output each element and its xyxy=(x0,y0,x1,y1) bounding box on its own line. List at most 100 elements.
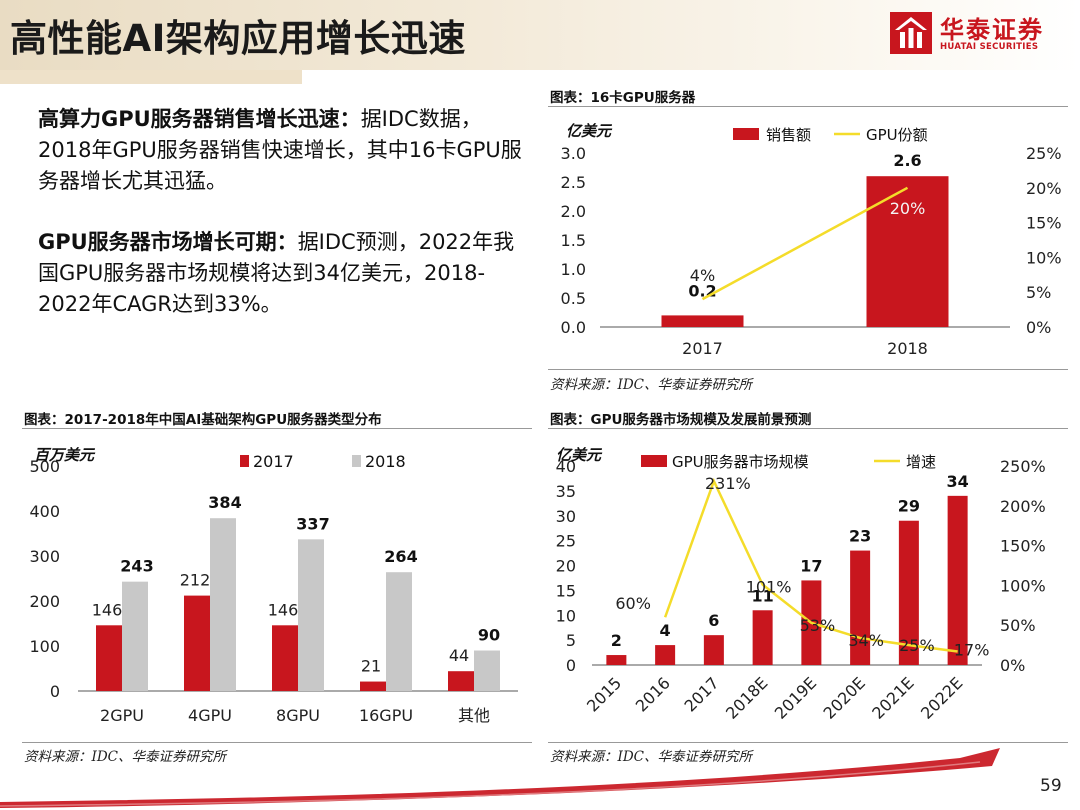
chart2-bar-2018 xyxy=(298,539,324,691)
chart2-caption: 图表：2017-2018年中国AI基础架构GPU服务器类型分布 xyxy=(24,412,382,428)
chart2-x-tick: 16GPU xyxy=(359,706,413,725)
chart3-bar-label: 4 xyxy=(660,621,671,640)
chart2-y-tick: 200 xyxy=(29,592,60,611)
chart1-y-tick: 3.0 xyxy=(561,144,586,163)
chart1-legend-label-sales: 销售额 xyxy=(766,126,811,144)
chart3-y-tick: 10 xyxy=(556,606,576,625)
chart2-bar-label-2018: 384 xyxy=(208,493,241,512)
huatai-logo-icon xyxy=(890,12,932,54)
chart2-bar-2018 xyxy=(210,518,236,691)
chart1-y2-tick: 15% xyxy=(1026,214,1062,233)
chart3-line-label: 101% xyxy=(746,578,792,597)
chart3-bar xyxy=(898,520,919,665)
chart3-legend-label-growth: 增速 xyxy=(906,453,936,471)
chart2-x-tick: 其他 xyxy=(458,706,490,725)
chart3-y2-tick: 50% xyxy=(1000,616,1036,635)
chart3-bar xyxy=(606,655,627,665)
chart3-bar xyxy=(947,495,968,665)
page-number: 59 xyxy=(1040,776,1062,796)
chart1-y-tick: 1.0 xyxy=(561,260,586,279)
chart3-top-rule xyxy=(548,428,1068,429)
chart3-bar-label: 34 xyxy=(946,472,968,491)
chart2-y-tick: 300 xyxy=(29,547,60,566)
chart3-bar xyxy=(752,610,773,665)
chart3-bar-label: 17 xyxy=(800,556,822,575)
chart3-line-label: 34% xyxy=(848,631,884,650)
chart3-x-tick: 2022E xyxy=(917,673,966,722)
chart2-x-tick: 4GPU xyxy=(188,706,232,725)
decorative-swoosh xyxy=(0,748,1000,808)
chart3-x-tick: 2020E xyxy=(820,673,869,722)
chart3-bar-label: 2 xyxy=(611,631,622,650)
chart1-line-label: 20% xyxy=(890,199,926,218)
chart1-bottom-rule xyxy=(548,369,1068,370)
chart3-y-unit: 亿美元 xyxy=(556,446,603,464)
chart3-source: 资料来源：IDC、华泰证券研究所 xyxy=(550,749,752,765)
chart3-bar-label: 11 xyxy=(751,586,773,605)
chart3-bar xyxy=(703,635,724,665)
chart1-y2-tick: 25% xyxy=(1026,144,1062,163)
chart3-y2-tick: 150% xyxy=(1000,537,1046,556)
paragraph-gpu-market: GPU服务器市场增长可期：据IDC预测，2022年我国GPU服务器市场规模将达到… xyxy=(38,227,528,320)
chart2-bar-label-2017: 21 xyxy=(361,657,381,676)
chart3-bottom-rule xyxy=(548,742,1068,743)
chart2-legend-label-2018: 2018 xyxy=(365,452,406,471)
chart3-y-tick: 15 xyxy=(556,581,576,600)
chart3-line-label: 231% xyxy=(705,474,751,493)
chart1-y-unit: 亿美元 xyxy=(566,122,613,140)
chart3-x-tick: 2021E xyxy=(868,673,917,722)
chart1-bar xyxy=(661,315,744,327)
chart3-growth-line xyxy=(663,477,958,653)
chart3-x-tick: 2017 xyxy=(680,673,722,715)
chart1-y-tick: 0.0 xyxy=(561,318,586,337)
chart3-y2-tick: 0% xyxy=(1000,656,1025,675)
chart2-source: 资料来源：IDC、华泰证券研究所 xyxy=(24,749,226,765)
chart2-top-rule xyxy=(22,428,532,429)
chart1-y-tick: 1.5 xyxy=(561,231,586,250)
chart1-line-label: 4% xyxy=(690,266,715,285)
chart1-x-tick: 2018 xyxy=(887,339,928,358)
chart3-bar xyxy=(655,645,676,665)
chart1-y2-tick: 10% xyxy=(1026,248,1062,267)
chart2-y-unit: 百万美元 xyxy=(34,446,96,464)
chart3-line-label: 53% xyxy=(800,616,836,635)
chart2-y-tick: 400 xyxy=(29,502,60,521)
chart2-bar-2017 xyxy=(448,671,474,691)
chart2-bottom-rule xyxy=(22,742,532,743)
chart2-bar-2017 xyxy=(360,681,386,691)
chart2-legend-swatch-2017 xyxy=(240,455,249,467)
chart3-y-tick: 40 xyxy=(556,457,576,476)
chart3-y-tick: 25 xyxy=(556,532,576,551)
chart2-bar-2018 xyxy=(474,650,500,691)
paragraph-gpu-market-body: 据IDC预测，2022年我国GPU服务器市场规模将达到34亿美元，2018-20… xyxy=(38,230,515,316)
chart1-y2-tick: 5% xyxy=(1026,283,1051,302)
chart3-x-tick: 2015 xyxy=(583,673,625,715)
chart2-bar-label-2018: 264 xyxy=(384,547,417,566)
chart1-share-line xyxy=(701,186,909,301)
chart3-bar-label: 6 xyxy=(708,611,719,630)
chart2-bar-2017 xyxy=(184,595,210,691)
paragraph-gpu-sales-heading: 高算力GPU服务器销售增长迅速： xyxy=(38,107,361,131)
chart3-y2-tick: 250% xyxy=(1000,457,1046,476)
chart3-line-label: 60% xyxy=(615,594,651,613)
chart3-y-tick: 30 xyxy=(556,507,576,526)
chart1-top-rule xyxy=(548,106,1068,107)
chart3-bar-label: 29 xyxy=(898,497,920,516)
chart2-x-tick: 2GPU xyxy=(100,706,144,725)
chart3-y-tick: 20 xyxy=(556,557,576,576)
chart1-y2-tick: 0% xyxy=(1026,318,1051,337)
chart3-caption: 图表：GPU服务器市场规模及发展前景预测 xyxy=(550,412,812,428)
chart2-bar-label-2018: 90 xyxy=(478,626,500,645)
chart2-bar-2017 xyxy=(96,625,122,691)
chart2-x-tick: 8GPU xyxy=(276,706,320,725)
chart2-bar-2018 xyxy=(122,581,148,691)
chart1-y-tick: 2.0 xyxy=(561,202,586,221)
chart3-line-label: 17% xyxy=(954,640,990,659)
chart3-x-tick: 2019E xyxy=(771,673,820,722)
chart1-y2-tick: 20% xyxy=(1026,179,1062,198)
huatai-logo: 华泰证券 HUATAI SECURITIES xyxy=(890,10,1070,60)
title-tab xyxy=(0,70,302,84)
chart2-bar-label-2017: 146 xyxy=(92,600,123,619)
chart3-y2-tick: 200% xyxy=(1000,497,1046,516)
